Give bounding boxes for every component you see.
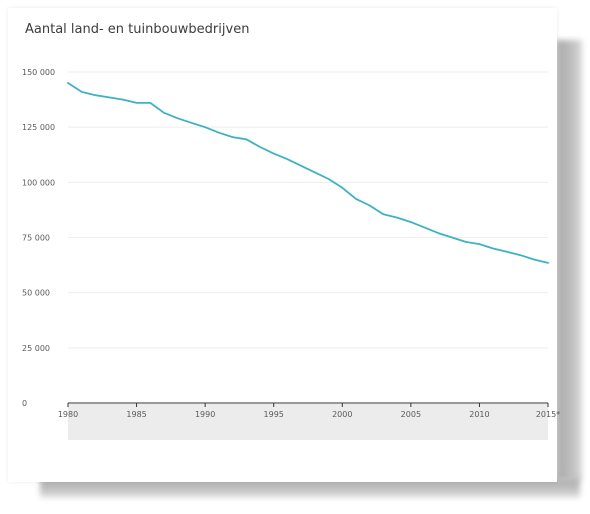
data-point: [533, 258, 535, 261]
data-point: [81, 91, 83, 93]
data-point: [204, 126, 206, 128]
data-point: [314, 171, 316, 174]
data-point: [108, 96, 110, 98]
data-point: [300, 165, 302, 167]
x-tick-label: 1985: [126, 410, 146, 419]
data-point: [506, 251, 508, 253]
data-point: [478, 243, 481, 245]
y-tick-label: 100 000: [22, 178, 55, 187]
data-point: [67, 82, 69, 84]
data-point: [355, 198, 357, 200]
data-point: [369, 204, 371, 207]
drop-shadow-bottom: [40, 478, 580, 498]
data-point: [149, 102, 151, 104]
x-tick-label: 2015*: [536, 410, 560, 419]
x-tick-label: 1995: [264, 410, 284, 419]
y-tick-label: 75 000: [22, 234, 50, 243]
data-point: [547, 262, 549, 264]
chart-title: Aantal land- en tuinbouwbedrijven: [25, 22, 250, 37]
data-point: [382, 213, 385, 215]
data-point: [190, 122, 193, 124]
data-point: [423, 226, 426, 229]
y-tick-label: 150 000: [22, 68, 55, 77]
drop-shadow-right: [556, 40, 582, 480]
data-point: [122, 98, 124, 101]
data-point: [218, 132, 220, 134]
data-point: [465, 241, 467, 243]
data-point: [163, 112, 165, 114]
data-point: [410, 221, 412, 223]
x-tick-label: 2005: [401, 410, 421, 419]
x-axis-band: [68, 404, 548, 440]
y-tick-label: 25 000: [22, 344, 50, 353]
data-point: [437, 232, 439, 234]
data-point: [245, 138, 247, 140]
data-point: [341, 187, 343, 189]
data-point: [259, 146, 261, 148]
x-tick-label: 2010: [469, 410, 489, 419]
data-point: [451, 236, 453, 239]
data-point: [135, 102, 138, 104]
data-point: [231, 136, 234, 138]
x-tick-label: 1990: [195, 410, 215, 419]
data-point: [396, 217, 398, 219]
x-tick-label: 1980: [58, 410, 78, 419]
data-point: [273, 153, 275, 155]
data-point: [519, 254, 522, 256]
y-tick-label: 125 000: [22, 123, 55, 132]
data-point: [327, 178, 330, 180]
y-tick-label: 50 000: [22, 289, 50, 298]
x-tick-label: 2000: [332, 410, 352, 419]
data-point: [492, 247, 494, 250]
data-point: [94, 94, 97, 96]
y-tick-label: 0: [22, 399, 27, 408]
data-point: [177, 117, 179, 119]
data-point: [286, 158, 289, 160]
series-line: [67, 82, 549, 264]
